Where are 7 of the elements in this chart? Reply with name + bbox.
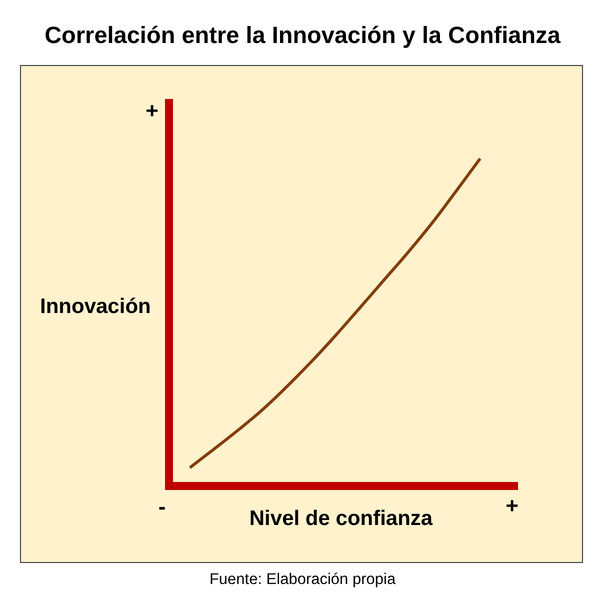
y-axis-title: Innovación xyxy=(40,294,151,320)
x-axis-title: Nivel de confianza xyxy=(249,507,433,530)
source-note: Fuente: Elaboración propia xyxy=(208,570,397,589)
text: + xyxy=(506,493,518,518)
chart-title: Correlación entre la Innovación y la Confianza xyxy=(44,21,562,49)
text: - xyxy=(158,494,166,520)
text: + xyxy=(146,98,158,124)
